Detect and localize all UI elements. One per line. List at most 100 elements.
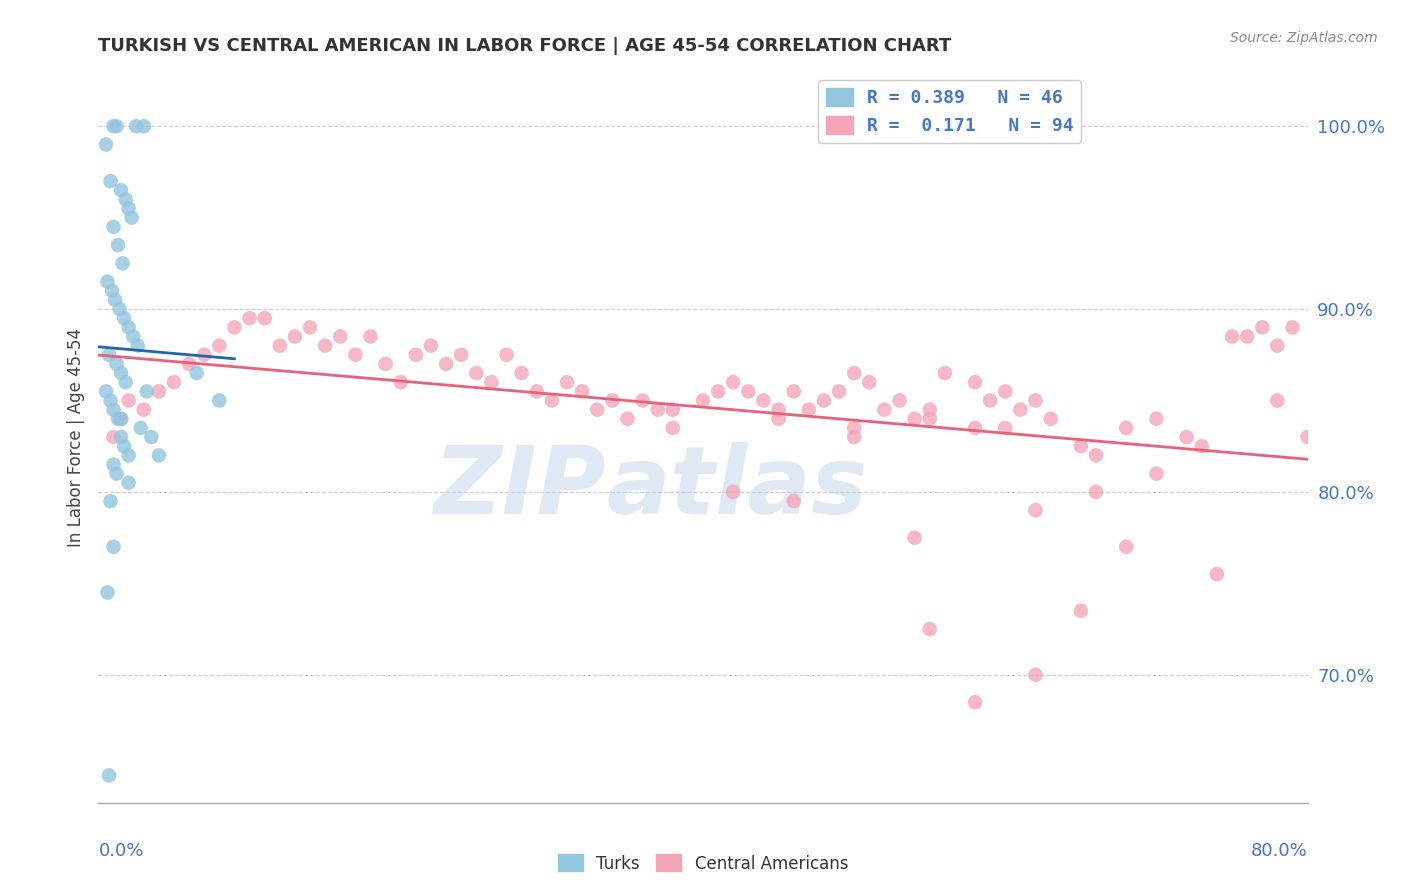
- Point: [103, 120, 125, 134]
- Legend: R = 0.389   N = 46, R =  0.171   N = 94: R = 0.389 N = 46, R = 0.171 N = 94: [818, 80, 1081, 143]
- Point: [1267, 393, 1289, 408]
- Y-axis label: In Labor Force | Age 45-54: In Labor Force | Age 45-54: [66, 327, 84, 547]
- Point: [571, 384, 593, 399]
- Point: [253, 311, 276, 326]
- Point: [994, 421, 1017, 435]
- Point: [103, 219, 125, 234]
- Point: [110, 412, 132, 426]
- Point: [828, 384, 851, 399]
- Point: [540, 393, 562, 408]
- Point: [96, 275, 118, 289]
- Point: [844, 366, 866, 380]
- Point: [110, 430, 132, 444]
- Point: [1220, 329, 1243, 343]
- Point: [405, 348, 427, 362]
- Point: [108, 301, 131, 317]
- Point: [965, 421, 987, 435]
- Point: [118, 320, 141, 334]
- Point: [224, 320, 246, 334]
- Point: [118, 393, 141, 408]
- Point: [118, 202, 141, 216]
- Point: [918, 402, 941, 417]
- Point: [1024, 668, 1046, 682]
- Text: 0.0%: 0.0%: [98, 842, 143, 860]
- Point: [752, 393, 775, 408]
- Point: [707, 384, 730, 399]
- Point: [783, 384, 806, 399]
- Point: [510, 366, 533, 380]
- Point: [284, 329, 307, 343]
- Point: [98, 768, 121, 782]
- Point: [723, 485, 745, 500]
- Point: [904, 531, 927, 545]
- Point: [135, 384, 157, 399]
- Point: [631, 393, 654, 408]
- Point: [768, 412, 790, 426]
- Point: [1039, 412, 1062, 426]
- Point: [934, 366, 956, 380]
- Point: [889, 393, 911, 408]
- Point: [186, 366, 208, 380]
- Point: [661, 402, 683, 417]
- Text: TURKISH VS CENTRAL AMERICAN IN LABOR FORCE | AGE 45-54 CORRELATION CHART: TURKISH VS CENTRAL AMERICAN IN LABOR FOR…: [98, 37, 952, 54]
- Point: [193, 348, 215, 362]
- Point: [965, 695, 987, 709]
- Point: [586, 402, 609, 417]
- Point: [132, 402, 155, 417]
- Point: [94, 384, 117, 399]
- Text: atlas: atlas: [606, 442, 868, 534]
- Point: [481, 376, 503, 390]
- Point: [1146, 467, 1168, 481]
- Point: [118, 448, 141, 462]
- Point: [616, 412, 638, 426]
- Point: [979, 393, 1001, 408]
- Point: [1236, 329, 1258, 343]
- Point: [314, 339, 336, 353]
- Point: [96, 585, 118, 599]
- Point: [208, 339, 231, 353]
- Point: [647, 402, 669, 417]
- Point: [103, 430, 125, 444]
- Point: [994, 384, 1017, 399]
- Point: [465, 366, 488, 380]
- Point: [104, 293, 127, 307]
- Point: [1281, 320, 1303, 334]
- Point: [112, 311, 135, 326]
- Point: [1251, 320, 1274, 334]
- Point: [110, 183, 132, 197]
- Point: [813, 393, 835, 408]
- Point: [1085, 485, 1108, 500]
- Point: [1267, 339, 1289, 353]
- Point: [1206, 567, 1229, 582]
- Point: [114, 193, 136, 207]
- Text: Source: ZipAtlas.com: Source: ZipAtlas.com: [1230, 31, 1378, 45]
- Point: [1115, 540, 1137, 554]
- Point: [132, 120, 155, 134]
- Point: [105, 120, 128, 134]
- Point: [103, 402, 125, 417]
- Point: [797, 402, 820, 417]
- Point: [127, 339, 149, 353]
- Point: [107, 412, 129, 426]
- Point: [420, 339, 443, 353]
- Point: [434, 357, 457, 371]
- Point: [121, 211, 143, 225]
- Point: [163, 376, 186, 390]
- Point: [450, 348, 472, 362]
- Point: [269, 339, 291, 353]
- Point: [737, 384, 759, 399]
- Point: [114, 376, 136, 390]
- Point: [1085, 448, 1108, 462]
- Point: [94, 137, 117, 152]
- Legend: Turks, Central Americans: Turks, Central Americans: [551, 847, 855, 880]
- Point: [100, 174, 122, 188]
- Point: [118, 475, 141, 490]
- Point: [344, 348, 367, 362]
- Point: [1024, 503, 1046, 517]
- Text: ZIP: ZIP: [433, 442, 606, 534]
- Point: [1070, 439, 1092, 453]
- Point: [122, 329, 145, 343]
- Point: [904, 412, 927, 426]
- Point: [179, 357, 201, 371]
- Text: 80.0%: 80.0%: [1251, 842, 1308, 860]
